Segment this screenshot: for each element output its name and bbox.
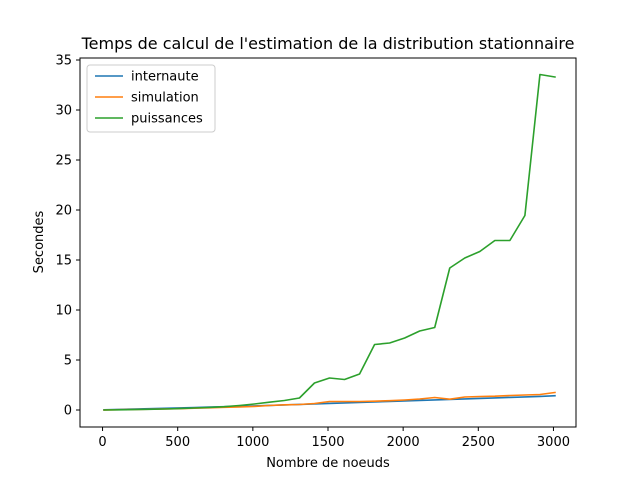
y-tick-label: 10 xyxy=(55,304,72,319)
y-tick-label: 30 xyxy=(55,104,72,119)
y-tick-label: 15 xyxy=(55,254,72,269)
y-tick-label: 5 xyxy=(64,354,72,369)
series-lines xyxy=(103,73,556,411)
x-tick-label: 1000 xyxy=(236,435,269,450)
y-tick-label: 35 xyxy=(55,54,72,69)
x-axis: 0 500 1000 1500 2000 2500 3000 xyxy=(98,427,570,450)
y-tick-label: 20 xyxy=(55,204,72,219)
x-tick-label: 0 xyxy=(98,435,106,450)
legend-label-internaute: internaute xyxy=(131,70,199,85)
x-tick-label: 1500 xyxy=(311,435,344,450)
legend-box xyxy=(86,64,216,133)
y-axis: 0 5 10 15 20 25 30 35 xyxy=(55,54,80,419)
x-axis-label: Nombre de noeuds xyxy=(266,456,390,471)
y-tick-label: 0 xyxy=(64,404,72,419)
legend-label-puissances: puissances xyxy=(131,112,203,127)
chart-title: Temps de calcul de l'estimation de la di… xyxy=(81,34,575,53)
x-tick-label: 500 xyxy=(165,435,190,450)
series-line-puissances xyxy=(103,73,556,411)
legend-label-simulation: simulation xyxy=(131,91,199,106)
y-axis-label: Secondes xyxy=(32,210,47,273)
x-tick-label: 3000 xyxy=(537,435,570,450)
y-tick-label: 25 xyxy=(55,154,72,169)
x-tick-label: 2500 xyxy=(462,435,495,450)
x-tick-label: 2000 xyxy=(387,435,420,450)
legend: internaute simulation puissances xyxy=(86,64,216,133)
